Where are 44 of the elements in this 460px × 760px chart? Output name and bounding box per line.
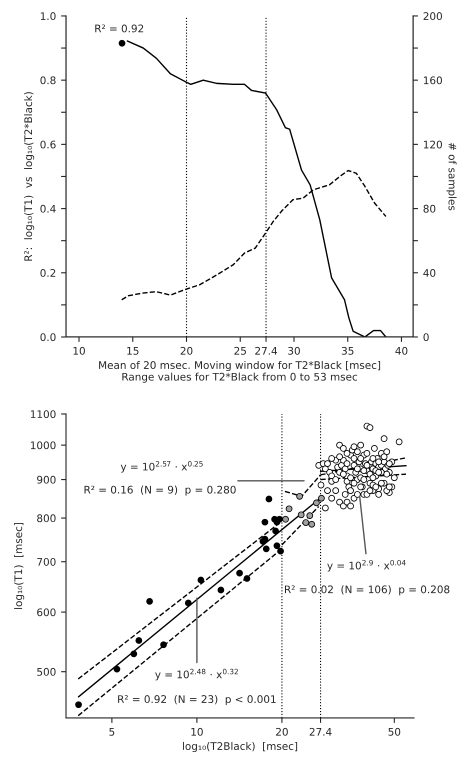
- y-tick-label: 0.4: [40, 204, 56, 213]
- x-tick-label: 10: [74, 346, 85, 355]
- annotation: y = 10$^{2.48}$ · x$^{0.32}$: [155, 668, 238, 680]
- y-axis-title: log₁₀(T1) [msec]: [14, 522, 24, 609]
- annotation: y = 10$^{2.9}$ · x$^{0.04}$: [327, 560, 406, 572]
- y-tick-label: 1100: [30, 410, 56, 418]
- y2-tick-label: 120: [424, 140, 442, 148]
- y-tick-label: 500: [37, 668, 56, 676]
- annotation: R² = 0.16 (N = 9) p = 0.280: [84, 486, 236, 496]
- y-tick-label: 0.6: [40, 140, 56, 148]
- y-tick-label: 1.0: [40, 12, 56, 20]
- annotation: R² = 0.92: [95, 24, 144, 32]
- y2-tick-label: 200: [424, 12, 442, 20]
- x-tick-label: 20: [276, 728, 288, 736]
- y-tick-label: 0.0: [40, 333, 56, 342]
- x-axis-title: log₁₀(T2Black) [msec]: [182, 742, 298, 752]
- x-axis-title: Mean of 20 msec. Moving window for T2*Black [msec] Range values for T2*Black from 0 to 53 msec: [99, 360, 380, 383]
- x-tick-label: 15: [127, 347, 138, 355]
- y-tick-label: 1000: [30, 441, 56, 450]
- y2-tick-label: 40: [423, 269, 436, 277]
- x-tick-label: 20: [180, 346, 192, 355]
- y-tick-label: 600: [37, 608, 56, 616]
- annotation: y = 10$^{2.57}$ · x$^{0.25}$: [120, 461, 203, 473]
- y-tick-label: 800: [37, 514, 56, 522]
- annotation: R² = 0.02 (N = 106) p = 0.208: [284, 585, 450, 596]
- annotation: R² = 0.92 (N = 23) p < 0.001: [118, 695, 276, 706]
- x-tick-label: 35: [342, 346, 354, 355]
- x-tick-label: 30: [288, 346, 300, 355]
- x-tick-label: 50: [388, 728, 400, 736]
- y-tick-label: 0.2: [40, 269, 56, 277]
- x-tick-label: 10: [191, 728, 203, 736]
- x-tick-label: 27.4: [255, 346, 278, 355]
- y-tick-label: 900: [37, 476, 56, 484]
- y2-axis-title: # of samples: [446, 142, 457, 210]
- x-tick-label: 27.4: [310, 728, 332, 736]
- x-tick-label: 40: [395, 346, 408, 355]
- y-tick-label: 700: [37, 558, 56, 566]
- y2-tick-label: 0: [423, 333, 429, 342]
- y2-tick-label: 80: [424, 204, 436, 213]
- x-tick-label: 5: [109, 728, 114, 736]
- x-tick-label: 25: [234, 346, 246, 355]
- y2-tick-label: 160: [424, 76, 442, 84]
- y-tick-label: 0.8: [40, 76, 56, 84]
- y-axis-title: R²: log₁₀(T1) vs log₁₀(T2*Black): [24, 92, 34, 261]
